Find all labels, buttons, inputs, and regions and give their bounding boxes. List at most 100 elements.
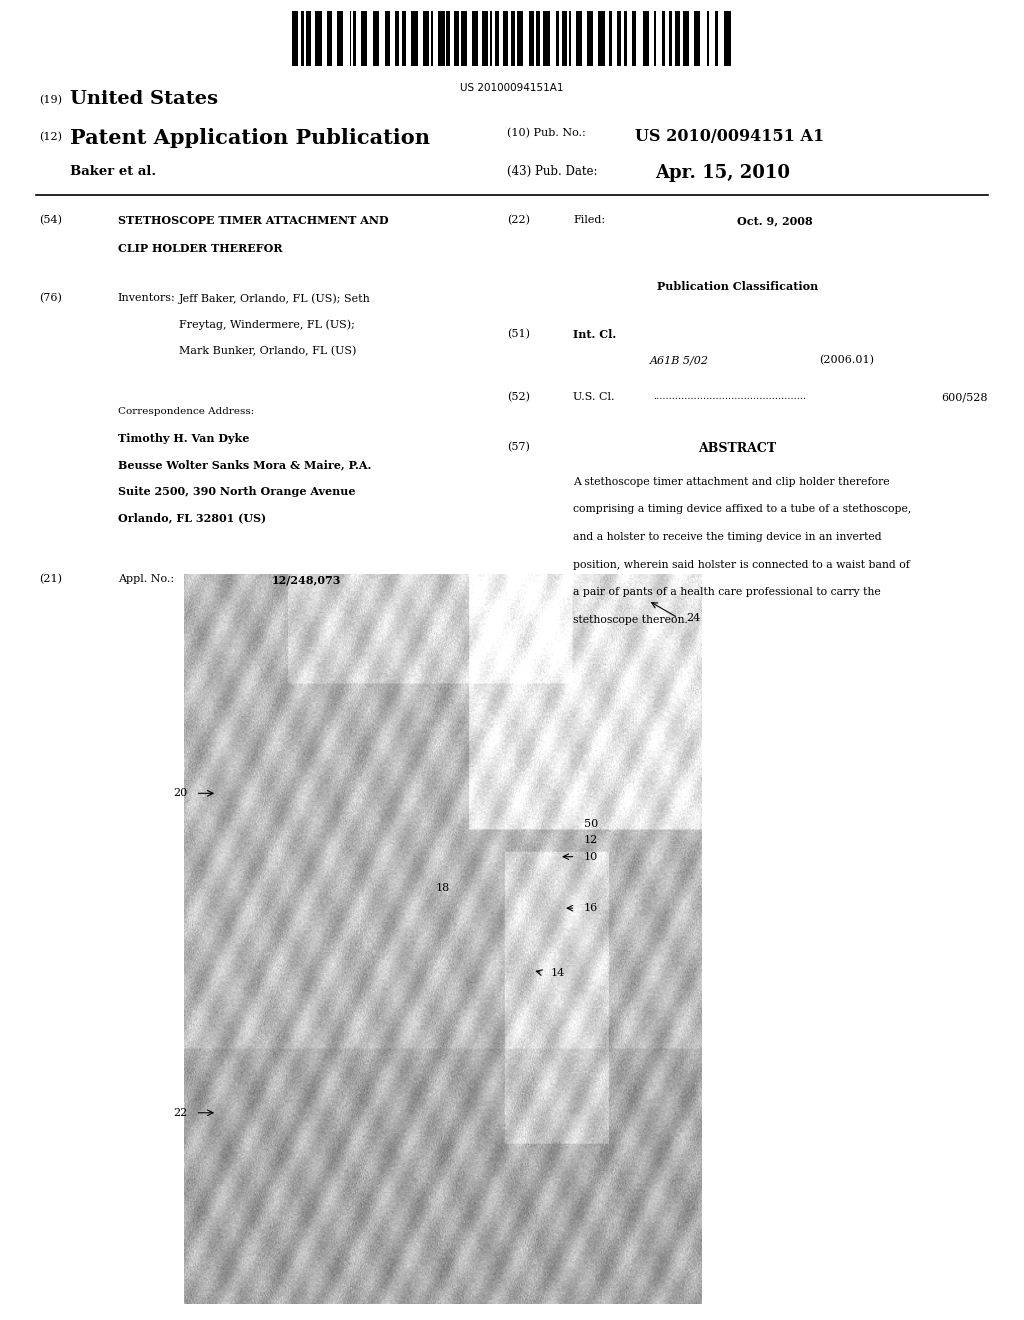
Text: STETHOSCOPE TIMER ATTACHMENT AND: STETHOSCOPE TIMER ATTACHMENT AND	[118, 215, 388, 226]
Bar	[715, 11, 719, 66]
Bar	[402, 11, 406, 66]
Text: (2006.01): (2006.01)	[819, 355, 874, 366]
Text: Correspondence Address:: Correspondence Address:	[118, 407, 254, 416]
Text: 18: 18	[435, 883, 450, 894]
Bar	[608, 11, 612, 66]
Text: and a holster to receive the timing device in an inverted: and a holster to receive the timing devi…	[573, 532, 882, 543]
Bar	[455, 11, 459, 66]
Bar	[544, 11, 550, 66]
Bar	[517, 11, 522, 66]
Text: Publication Classification: Publication Classification	[656, 281, 818, 292]
Bar	[496, 11, 499, 66]
Bar	[694, 11, 700, 66]
Bar	[489, 11, 493, 66]
Text: Beusse Wolter Sanks Mora & Maire, P.A.: Beusse Wolter Sanks Mora & Maire, P.A.	[118, 459, 371, 470]
Text: Int. Cl.: Int. Cl.	[573, 329, 616, 339]
Bar	[395, 11, 399, 66]
Text: (76): (76)	[39, 293, 61, 304]
Bar	[472, 11, 478, 66]
Text: Timothy H. Van Dyke: Timothy H. Van Dyke	[118, 433, 249, 444]
Text: comprising a timing device affixed to a tube of a stethoscope,: comprising a timing device affixed to a …	[573, 504, 911, 515]
Bar	[653, 11, 656, 66]
Text: stethoscope thereon.: stethoscope thereon.	[573, 615, 688, 626]
Text: a pair of pants of a health care professional to carry the: a pair of pants of a health care profess…	[573, 587, 882, 598]
Text: 10: 10	[584, 851, 598, 862]
Bar	[412, 11, 418, 66]
Text: Freytag, Windermere, FL (US);: Freytag, Windermere, FL (US);	[179, 319, 355, 330]
Bar	[598, 11, 604, 66]
Bar	[315, 11, 322, 66]
Bar	[353, 11, 355, 66]
Text: (22): (22)	[507, 215, 529, 226]
Text: CLIP HOLDER THEREFOR: CLIP HOLDER THEREFOR	[118, 243, 283, 253]
Bar	[431, 11, 432, 66]
Bar	[569, 11, 571, 66]
Text: 20: 20	[173, 788, 187, 799]
Bar	[632, 11, 636, 66]
Bar	[556, 11, 559, 66]
Text: Suite 2500, 390 North Orange Avenue: Suite 2500, 390 North Orange Avenue	[118, 486, 355, 496]
Text: 14: 14	[551, 968, 565, 978]
Text: Appl. No.:: Appl. No.:	[118, 574, 174, 585]
Bar	[337, 11, 343, 66]
Text: United States: United States	[70, 90, 218, 108]
Bar	[360, 11, 367, 66]
Text: ABSTRACT: ABSTRACT	[698, 442, 776, 455]
Text: 50: 50	[584, 818, 598, 829]
Bar	[461, 11, 467, 66]
Bar	[724, 11, 731, 66]
Text: Filed:: Filed:	[573, 215, 605, 226]
Text: position, wherein said holster is connected to a waist band of: position, wherein said holster is connec…	[573, 560, 910, 570]
Text: U.S. Cl.: U.S. Cl.	[573, 392, 615, 403]
Bar	[306, 11, 310, 66]
Text: A stethoscope timer attachment and clip holder therefore: A stethoscope timer attachment and clip …	[573, 477, 890, 487]
Text: (19): (19)	[39, 95, 61, 106]
Bar	[707, 11, 709, 66]
Bar	[327, 11, 333, 66]
Bar	[529, 11, 534, 66]
Bar	[643, 11, 649, 66]
Text: (21): (21)	[39, 574, 61, 585]
Text: (57): (57)	[507, 442, 529, 453]
Bar	[511, 11, 515, 66]
Text: Patent Application Publication: Patent Application Publication	[70, 128, 430, 148]
Text: (10) Pub. No.:: (10) Pub. No.:	[507, 128, 586, 139]
Text: 12: 12	[584, 834, 598, 845]
Bar	[675, 11, 680, 66]
Bar	[292, 11, 298, 66]
Text: A61B 5/02: A61B 5/02	[650, 355, 710, 366]
Bar	[503, 11, 508, 66]
Bar	[662, 11, 665, 66]
Text: 24: 24	[686, 612, 700, 623]
Bar	[562, 11, 567, 66]
Bar	[669, 11, 672, 66]
Bar	[301, 11, 304, 66]
Text: .................................................: ........................................…	[653, 392, 807, 401]
Bar	[423, 11, 429, 66]
Text: Baker et al.: Baker et al.	[70, 165, 156, 178]
Text: Inventors:: Inventors:	[118, 293, 175, 304]
Text: Orlando, FL 32801 (US): Orlando, FL 32801 (US)	[118, 512, 266, 523]
Bar	[536, 11, 540, 66]
Text: Apr. 15, 2010: Apr. 15, 2010	[655, 164, 791, 182]
Bar	[624, 11, 627, 66]
Text: 16: 16	[584, 903, 598, 913]
Text: US 20100094151A1: US 20100094151A1	[460, 83, 564, 94]
Text: US 2010/0094151 A1: US 2010/0094151 A1	[635, 128, 824, 145]
Text: (43) Pub. Date:: (43) Pub. Date:	[507, 165, 597, 178]
Text: Oct. 9, 2008: Oct. 9, 2008	[737, 215, 813, 226]
Bar	[587, 11, 594, 66]
Text: Mark Bunker, Orlando, FL (US): Mark Bunker, Orlando, FL (US)	[179, 346, 356, 356]
Bar	[438, 11, 444, 66]
Text: Jeff Baker, Orlando, FL (US); Seth: Jeff Baker, Orlando, FL (US); Seth	[179, 293, 371, 304]
Text: (51): (51)	[507, 329, 529, 339]
Bar	[683, 11, 688, 66]
Text: (54): (54)	[39, 215, 61, 226]
Text: 600/528: 600/528	[942, 392, 988, 403]
Text: (52): (52)	[507, 392, 529, 403]
Bar	[446, 11, 451, 66]
Bar	[385, 11, 390, 66]
Text: (12): (12)	[39, 132, 61, 143]
Bar	[482, 11, 488, 66]
Bar	[373, 11, 380, 66]
